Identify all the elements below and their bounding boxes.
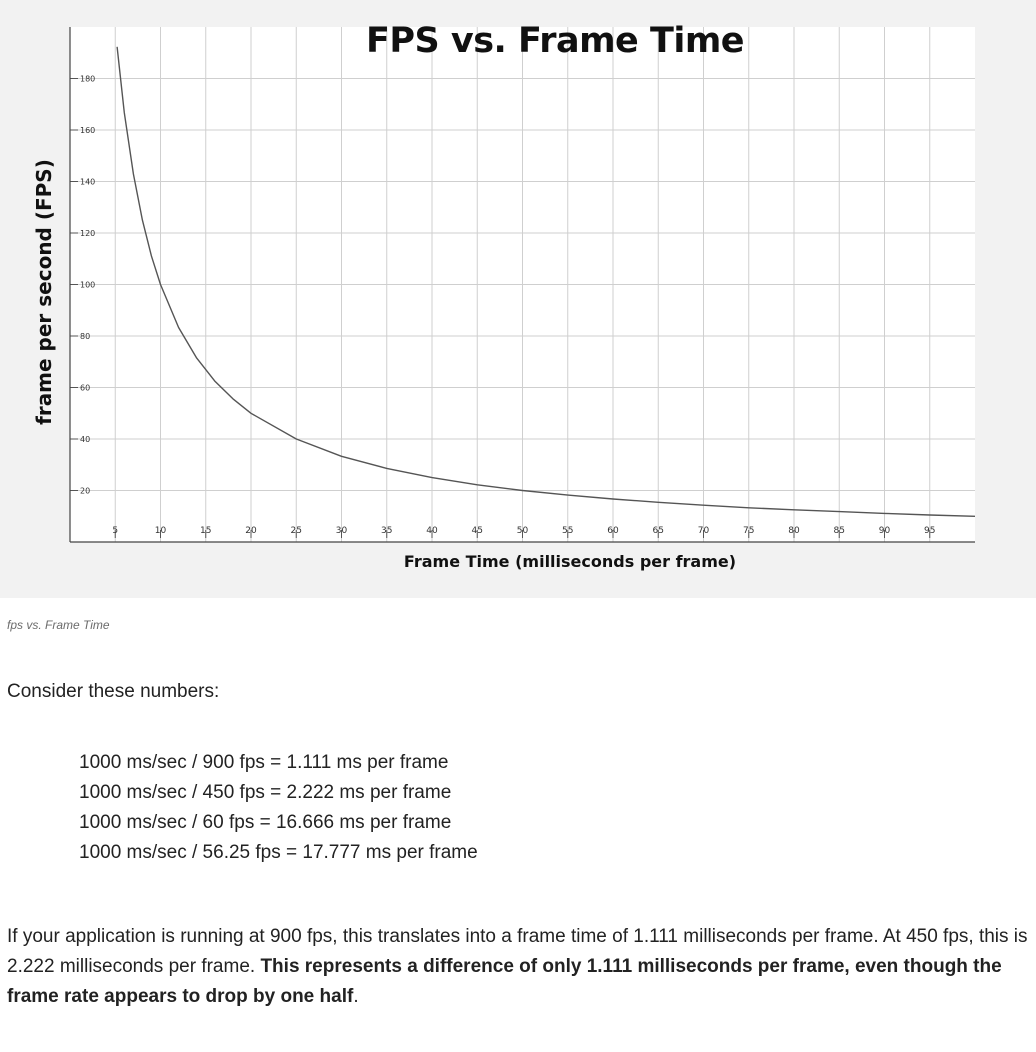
y-tick-label: 120	[80, 229, 95, 238]
calculation-list: 1000 ms/sec / 900 fps = 1.111 ms per fra…	[79, 748, 478, 868]
explanation-paragraph: If your application is running at 900 fp…	[7, 922, 1032, 1012]
paragraph-end: .	[353, 986, 359, 1007]
intro-text: Consider these numbers:	[7, 681, 220, 702]
x-tick-label: 30	[336, 526, 348, 536]
y-tick-label: 140	[80, 178, 95, 187]
x-tick-label: 60	[607, 526, 619, 536]
y-tick-label: 160	[80, 126, 95, 135]
x-tick-label: 10	[155, 526, 167, 536]
calculation-line: 1000 ms/sec / 56.25 fps = 17.777 ms per …	[79, 842, 478, 863]
y-tick-label: 20	[80, 487, 90, 496]
x-tick-label: 75	[743, 526, 754, 536]
x-tick-label: 25	[291, 526, 302, 536]
chart-canvas: 5 10 15 20 25 30 35 40 45 50 55 60 65 70 75 80 85 90 95 20 4…	[69, 27, 976, 543]
y-tick-label: 80	[80, 332, 90, 341]
x-tick-label: 95	[924, 526, 935, 536]
x-axis-label: Frame Time (milliseconds per frame)	[403, 552, 737, 571]
x-tick-label: 15	[200, 526, 211, 536]
x-tick-label: 55	[562, 526, 573, 536]
x-tick-label: 80	[788, 526, 800, 536]
y-axis-label-text: frame per second (FPS)	[32, 159, 56, 425]
calculation-line: 1000 ms/sec / 60 fps = 16.666 ms per fra…	[79, 812, 452, 833]
x-tick-label: 85	[834, 526, 845, 536]
calculation-line: 1000 ms/sec / 900 fps = 1.111 ms per fra…	[79, 752, 449, 773]
x-tick-label: 40	[426, 526, 438, 536]
x-tick-label: 90	[879, 526, 891, 536]
paragraph-emphasis: This represents a difference of only 1.1…	[7, 956, 1002, 1007]
x-tick-label: 35	[381, 526, 392, 536]
chart-figure: 5 10 15 20 25 30 35 40 45 50 55 60 65 70 75 80 85 90 95 20 4…	[0, 0, 1036, 598]
x-tick-label: 20	[245, 526, 257, 536]
x-tick-label: 70	[698, 526, 710, 536]
x-tick-label: 50	[517, 526, 529, 536]
y-tick-label: 100	[80, 281, 95, 290]
calculation-line: 1000 ms/sec / 450 fps = 2.222 ms per fra…	[79, 782, 452, 803]
paragraph-text: If your application is running at 900 fp…	[7, 926, 1028, 977]
chart-title: FPS vs. Frame Time	[365, 21, 745, 61]
x-tick-label: 45	[472, 526, 483, 536]
y-tick-label: 40	[80, 435, 90, 444]
y-tick-label: 180	[80, 75, 95, 84]
x-tick-label: 65	[653, 526, 664, 536]
figure-caption: fps vs. Frame Time	[7, 618, 110, 632]
x-tick-label: 5	[112, 526, 118, 536]
y-tick-label: 60	[80, 384, 90, 393]
fps-curve	[116, 46, 976, 517]
